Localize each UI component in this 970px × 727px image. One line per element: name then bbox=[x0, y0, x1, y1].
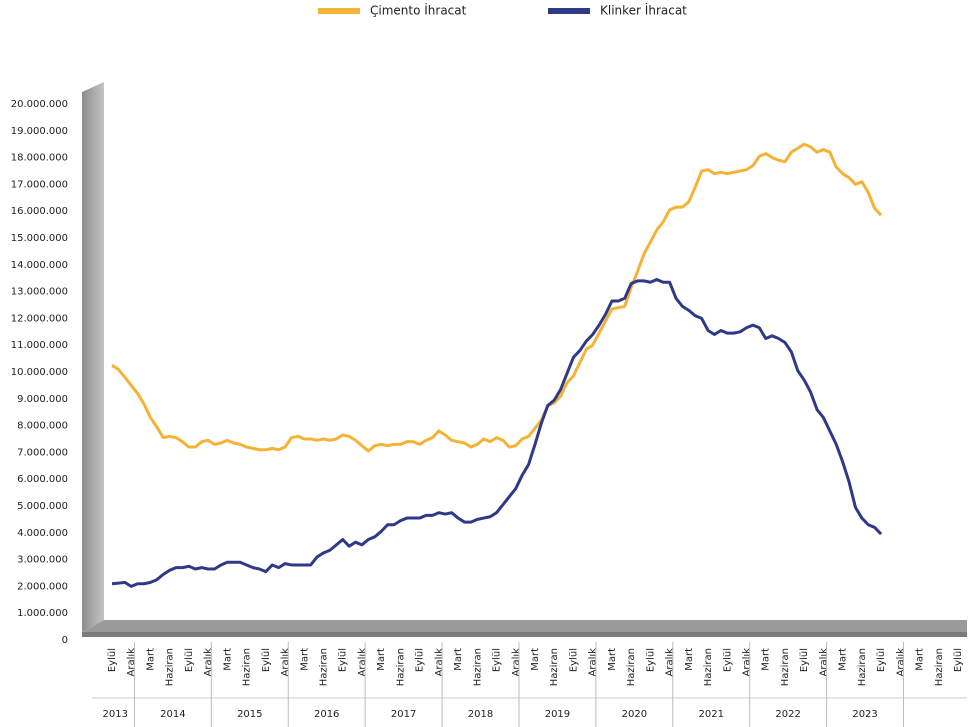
y-tick-label: 16.000.000 bbox=[11, 206, 68, 217]
y-tick-label: 12.000.000 bbox=[11, 313, 68, 324]
y-tick-label: 3.000.000 bbox=[17, 555, 68, 566]
year-label: 2021 bbox=[699, 709, 724, 720]
x-tick-label: Eylül bbox=[338, 648, 349, 672]
x-tick-label: Aralık bbox=[895, 648, 906, 677]
y-tick-label: 15.000.000 bbox=[11, 233, 68, 244]
x-tick-label: Eylül bbox=[953, 648, 964, 672]
y-tick-label: 14.000.000 bbox=[11, 260, 68, 271]
x-tick-label: Eylül bbox=[876, 648, 887, 672]
y-tick-label: 2.000.000 bbox=[17, 581, 68, 592]
year-label: 2022 bbox=[775, 709, 800, 720]
x-tick-label: Mart bbox=[145, 648, 156, 671]
x-tick-label: Eylül bbox=[645, 648, 656, 672]
year-label: 2023 bbox=[852, 709, 877, 720]
x-tick-label: Haziran bbox=[165, 648, 176, 686]
y-tick-label: 9.000.000 bbox=[17, 394, 68, 405]
y-tick-label: 7.000.000 bbox=[17, 447, 68, 458]
x-tick-label: Haziran bbox=[703, 648, 714, 686]
x-tick-label: Mart bbox=[607, 648, 618, 671]
x-tick-label: Mart bbox=[838, 648, 849, 671]
legend-text: Klinker İhracat bbox=[600, 3, 687, 18]
x-tick-label: Mart bbox=[684, 648, 695, 671]
x-tick-label: Aralık bbox=[126, 648, 137, 677]
year-label: 2013 bbox=[102, 709, 127, 720]
x-tick-label: Haziran bbox=[549, 648, 560, 686]
x-tick-label: Aralık bbox=[203, 648, 214, 677]
x-tick-label: Aralık bbox=[588, 648, 599, 677]
axis-floor bbox=[82, 632, 967, 637]
x-tick-label: Aralık bbox=[357, 648, 368, 677]
y-tick-label: 11.000.000 bbox=[11, 340, 68, 351]
x-tick-label: Haziran bbox=[395, 648, 406, 686]
y-tick-label: 4.000.000 bbox=[17, 528, 68, 539]
x-tick-label: Eylül bbox=[261, 648, 272, 672]
x-tick-label: Aralık bbox=[511, 648, 522, 677]
y-tick-label: 5.000.000 bbox=[17, 501, 68, 512]
x-tick-label: Eylül bbox=[415, 648, 426, 672]
year-label: 2014 bbox=[160, 709, 185, 720]
x-tick-label: Aralık bbox=[280, 648, 291, 677]
y-tick-label: 13.000.000 bbox=[11, 287, 68, 298]
x-tick-label: Eylül bbox=[568, 648, 579, 672]
x-tick-label: Eylül bbox=[722, 648, 733, 672]
y-tick-label: 20.000.000 bbox=[11, 99, 68, 110]
x-tick-label: Mart bbox=[453, 648, 464, 671]
series-line bbox=[111, 278, 883, 588]
x-tick-label: Haziran bbox=[934, 648, 945, 686]
y-tick-label: 18.000.000 bbox=[11, 153, 68, 164]
x-tick-label: Haziran bbox=[780, 648, 791, 686]
x-tick-label: Mart bbox=[299, 648, 310, 671]
y-tick-label: 19.000.000 bbox=[11, 126, 68, 137]
x-tick-label: Aralık bbox=[818, 648, 829, 677]
x-tick-label: Mart bbox=[761, 648, 772, 671]
y-tick-label: 0 bbox=[62, 635, 68, 646]
year-label: 2019 bbox=[545, 709, 570, 720]
x-tick-label: Mart bbox=[222, 648, 233, 671]
x-tick-label: Haziran bbox=[857, 648, 868, 686]
year-label: 2020 bbox=[622, 709, 647, 720]
y-tick-label: 1.000.000 bbox=[17, 608, 68, 619]
x-tick-label: Eylül bbox=[492, 648, 503, 672]
x-tick-label: Mart bbox=[530, 648, 541, 671]
x-tick-label: Mart bbox=[376, 648, 387, 671]
x-tick-label: Eylül bbox=[799, 648, 810, 672]
year-label: 2018 bbox=[468, 709, 493, 720]
x-tick-label: Haziran bbox=[242, 648, 253, 686]
year-label: 2016 bbox=[314, 709, 339, 720]
year-label: 2017 bbox=[391, 709, 416, 720]
x-tick-label: Aralık bbox=[742, 648, 753, 677]
y-tick-label: 17.000.000 bbox=[11, 179, 68, 190]
axis-floor-top bbox=[82, 620, 967, 632]
y-tick-label: 8.000.000 bbox=[17, 421, 68, 432]
x-tick-label: Haziran bbox=[626, 648, 637, 686]
legend-text: Çimento İhracat bbox=[370, 3, 467, 18]
x-tick-label: Aralık bbox=[434, 648, 445, 677]
x-tick-label: Haziran bbox=[319, 648, 330, 686]
axis-wall bbox=[82, 82, 104, 632]
x-tick-label: Eylül bbox=[107, 648, 118, 672]
x-tick-label: Aralık bbox=[665, 648, 676, 677]
x-tick-label: Eylül bbox=[184, 648, 195, 672]
x-tick-label: Haziran bbox=[472, 648, 483, 686]
year-label: 2015 bbox=[237, 709, 262, 720]
series-line bbox=[111, 142, 883, 453]
x-tick-label: Mart bbox=[915, 648, 926, 671]
y-tick-label: 10.000.000 bbox=[11, 367, 68, 378]
y-tick-label: 6.000.000 bbox=[17, 474, 68, 485]
